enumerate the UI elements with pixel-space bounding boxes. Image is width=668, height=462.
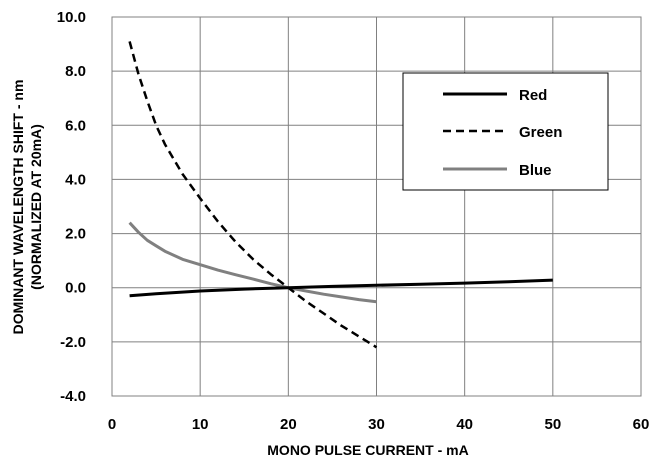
x-axis-label: MONO PULSE CURRENT - mA <box>267 442 468 458</box>
series-line-red <box>129 278 553 298</box>
y-tick-labels: 10.0 8.0 6.0 4.0 2.0 0.0 -2.0 -4.0 <box>57 9 86 405</box>
x-tick-label: 30 <box>368 416 385 433</box>
x-tick-label: 60 <box>633 416 650 433</box>
x-tick-label: 50 <box>544 416 561 433</box>
x-tick-label: 10 <box>192 416 209 433</box>
legend-box <box>402 72 609 191</box>
y-axis-label-line1: DOMINANT WAVELENGTH SHIFT - nm <box>10 80 26 335</box>
legend-label-blue: Blue <box>519 162 552 179</box>
series-line-blue <box>128 221 377 304</box>
y-tick-label: 10.0 <box>57 9 86 26</box>
x-tick-label: 40 <box>456 416 473 433</box>
y-axis-label-line2: (NORMALIZED AT 20mA) <box>28 124 44 290</box>
x-tick-label: 20 <box>280 416 297 433</box>
series-layer <box>128 41 553 349</box>
y-tick-label: 8.0 <box>65 63 86 80</box>
x-tick-label: 0 <box>108 416 116 433</box>
y-tick-label: 4.0 <box>65 171 86 188</box>
y-tick-label: 6.0 <box>65 117 86 134</box>
legend: Red Green Blue <box>402 72 609 191</box>
legend-label-green: Green <box>519 124 562 141</box>
plot-border <box>111 16 642 397</box>
y-tick-label: -2.0 <box>60 334 86 351</box>
legend-label-red: Red <box>519 87 547 104</box>
series-line-green <box>128 41 378 349</box>
y-tick-label: 2.0 <box>65 226 86 243</box>
y-tick-label: 0.0 <box>65 280 86 297</box>
y-tick-label: -4.0 <box>60 388 86 405</box>
x-tick-labels: 0 10 20 30 40 50 60 <box>108 416 650 433</box>
